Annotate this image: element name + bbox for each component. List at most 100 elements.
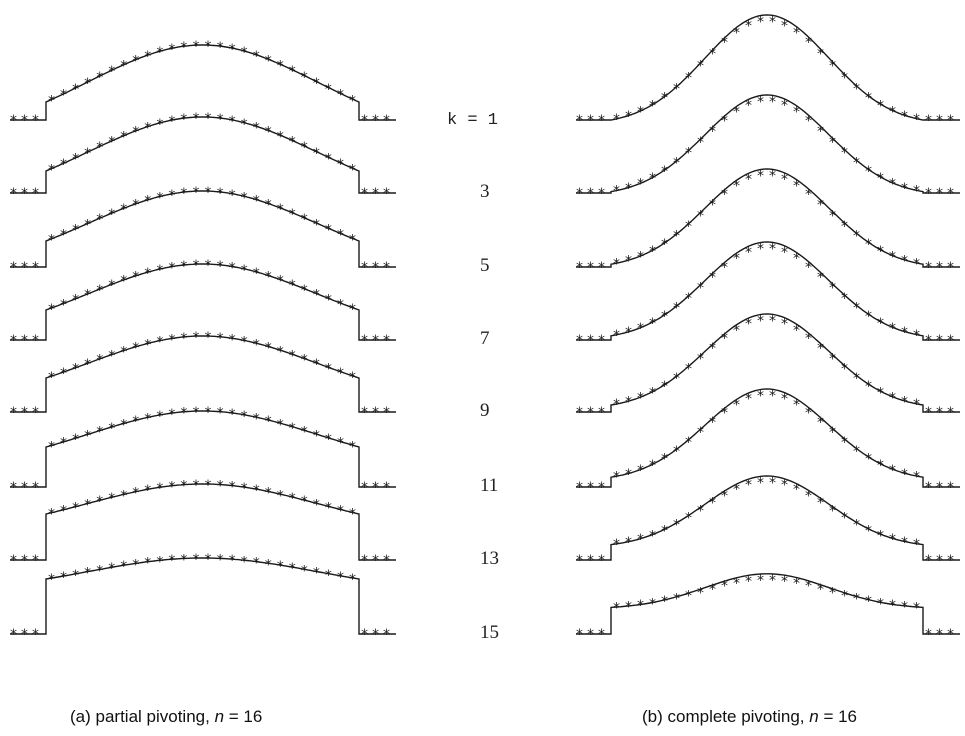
marker-k13-9: * <box>120 488 127 504</box>
marker-k7-7: * <box>96 283 103 299</box>
marker-k9-28: * <box>349 370 356 386</box>
marker-k13-29: * <box>361 553 368 569</box>
marker-k13-10: * <box>132 486 139 502</box>
marker-k11-17: * <box>217 406 224 422</box>
marker-k3-6: * <box>649 171 656 187</box>
marker-k1-12: * <box>156 45 163 61</box>
marker-k11-25: * <box>877 458 884 474</box>
marker-k7-11: * <box>709 270 716 286</box>
marker-k9-18: * <box>793 323 800 339</box>
marker-k11-29: * <box>361 480 368 496</box>
marker-k11-8: * <box>673 444 680 460</box>
marker-k1-2: * <box>32 113 39 129</box>
marker-k1-1: * <box>587 113 594 129</box>
marker-k1-14: * <box>180 40 187 56</box>
marker-k11-28: * <box>349 439 356 455</box>
marker-k11-24: * <box>301 425 308 441</box>
marker-k7-6: * <box>649 316 656 332</box>
marker-k13-17: * <box>781 478 788 494</box>
marker-k3-9: * <box>120 130 127 146</box>
marker-k3-20: * <box>253 120 260 136</box>
marker-k11-2: * <box>598 480 605 496</box>
marker-k3-19: * <box>241 117 248 133</box>
marker-k9-20: * <box>253 337 260 353</box>
marker-k1-23: * <box>289 64 296 80</box>
marker-k9-4: * <box>60 366 67 382</box>
marker-k1-20: * <box>253 49 260 65</box>
marker-k3-2: * <box>598 186 605 202</box>
marker-k13-1: * <box>587 553 594 569</box>
marker-k1-20: * <box>817 47 824 63</box>
marker-k15-18: * <box>229 553 236 569</box>
marker-k5-22: * <box>277 202 284 218</box>
marker-k7-21: * <box>265 270 272 286</box>
marker-k7-4: * <box>625 325 632 341</box>
marker-k1-16: * <box>769 15 776 31</box>
marker-k13-28: * <box>349 507 356 523</box>
marker-k7-19: * <box>241 263 248 279</box>
marker-k15-4: * <box>625 599 632 615</box>
marker-k5-6: * <box>649 244 656 260</box>
marker-k15-1: * <box>587 627 594 643</box>
marker-k13-13: * <box>733 482 740 498</box>
marker-k7-14: * <box>745 245 752 261</box>
curve-k5 <box>10 190 396 268</box>
marker-k5-0: * <box>576 260 583 276</box>
marker-k11-9: * <box>120 417 127 433</box>
marker-k3-9: * <box>685 146 692 162</box>
marker-k5-10: * <box>697 208 704 224</box>
marker-k11-1: * <box>21 480 28 496</box>
marker-k5-9: * <box>685 219 692 235</box>
marker-k9-24: * <box>301 353 308 369</box>
marker-k5-25: * <box>313 217 320 233</box>
marker-k1-11: * <box>144 49 151 65</box>
marker-k9-13: * <box>168 332 175 348</box>
marker-k1-18: * <box>229 42 236 58</box>
marker-k3-18: * <box>229 114 236 130</box>
marker-k1-5: * <box>72 82 79 98</box>
marker-k1-17: * <box>781 18 788 34</box>
marker-k1-13: * <box>733 25 740 41</box>
marker-k13-13: * <box>168 480 175 496</box>
marker-k3-23: * <box>289 135 296 151</box>
marker-k5-30: * <box>372 260 379 276</box>
marker-k15-7: * <box>661 594 668 610</box>
marker-k15-5: * <box>637 598 644 614</box>
marker-k9-23: * <box>289 349 296 365</box>
marker-k7-21: * <box>829 281 836 297</box>
marker-k7-3: * <box>613 328 620 344</box>
marker-k15-5: * <box>72 568 79 584</box>
marker-k11-27: * <box>337 436 344 452</box>
marker-k11-24: * <box>865 452 872 468</box>
marker-k7-1: * <box>21 333 28 349</box>
marker-k13-0: * <box>576 553 583 569</box>
marker-k7-16: * <box>769 241 776 257</box>
marker-k11-10: * <box>697 425 704 441</box>
marker-k9-25: * <box>877 386 884 402</box>
marker-k15-25: * <box>877 596 884 612</box>
curve-k11 <box>576 388 960 488</box>
marker-k9-14: * <box>180 331 187 347</box>
marker-k13-20: * <box>253 483 260 499</box>
marker-k13-15: * <box>193 478 200 494</box>
marker-k13-12: * <box>156 481 163 497</box>
marker-k9-31: * <box>947 405 954 421</box>
marker-k15-19: * <box>805 579 812 595</box>
marker-k5-31: * <box>947 260 954 276</box>
marker-k3-31: * <box>947 186 954 202</box>
marker-k7-24: * <box>865 309 872 325</box>
marker-k9-3: * <box>48 370 55 386</box>
marker-k5-26: * <box>889 250 896 266</box>
marker-k5-13: * <box>168 188 175 204</box>
marker-k1-24: * <box>301 70 308 86</box>
marker-k5-21: * <box>265 198 272 214</box>
marker-k7-20: * <box>817 270 824 286</box>
marker-k9-0: * <box>10 405 17 421</box>
marker-k9-3: * <box>613 397 620 413</box>
marker-k5-23: * <box>853 229 860 245</box>
curve-k3 <box>576 94 960 194</box>
marker-k1-7: * <box>96 70 103 86</box>
marker-k11-30: * <box>372 480 379 496</box>
marker-k11-16: * <box>205 405 212 421</box>
marker-k13-21: * <box>265 486 272 502</box>
